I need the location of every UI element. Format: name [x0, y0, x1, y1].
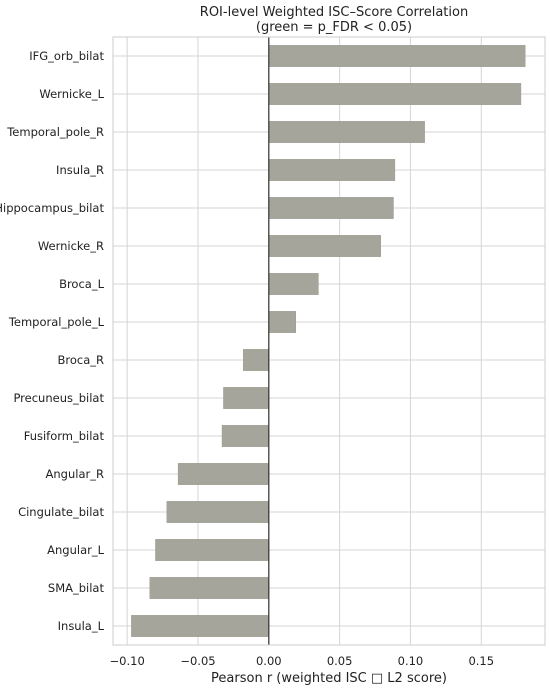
- y-tick-labels: IFG_orb_bilat Wernicke_L Temporal_pole_R In…: [0, 49, 105, 633]
- bar: [268, 235, 381, 257]
- bar-layer: [131, 45, 526, 637]
- y-tick-label: IFG_orb_bilat: [29, 49, 104, 63]
- bar: [243, 349, 270, 371]
- y-tick-label: Cingulate_bilat: [18, 505, 104, 519]
- y-tick-label: Temporal_pole_L: [8, 315, 105, 329]
- x-tick-label: −0.05: [180, 654, 215, 668]
- bar: [268, 273, 319, 295]
- bar: [268, 121, 425, 143]
- y-tick-label: Angular_L: [47, 543, 104, 557]
- x-tick-label: 0.00: [256, 654, 282, 668]
- y-tick-label: Insula_L: [58, 619, 105, 633]
- y-tick-label: Insula_R: [56, 163, 104, 177]
- bar: [268, 83, 522, 105]
- x-tick-label: 0.10: [398, 654, 424, 668]
- y-tick-label: Temporal_pole_R: [6, 125, 104, 139]
- bar: [131, 615, 270, 637]
- x-axis-label: Pearson r (weighted ISC □ L2 score): [211, 671, 447, 686]
- chart-title: ROI-level Weighted ISC–Score Correlation: [200, 5, 468, 20]
- bar: [268, 311, 296, 333]
- bar: [166, 501, 270, 523]
- y-tick-label: Precuneus_bilat: [13, 391, 104, 405]
- bar: [155, 539, 270, 561]
- x-tick-label: 0.05: [327, 654, 353, 668]
- y-tick-label: Fusiform_bilat: [24, 429, 105, 443]
- x-tick-label: −0.10: [110, 654, 145, 668]
- y-tick-label: Hippocampus_bilat: [0, 201, 104, 215]
- y-tick-label: SMA_bilat: [48, 581, 105, 595]
- bar: [149, 577, 270, 599]
- grid-layer: [113, 37, 545, 645]
- x-tick-label: 0.15: [468, 654, 494, 668]
- y-tick-label: Angular_R: [46, 467, 104, 481]
- y-tick-label: Broca_R: [57, 353, 104, 367]
- bar: [268, 45, 526, 67]
- bar: [177, 463, 270, 485]
- y-tick-label: Broca_L: [59, 277, 105, 291]
- y-tick-label: Wernicke_L: [39, 87, 104, 101]
- chart-subtitle: (green = p_FDR < 0.05): [256, 20, 412, 35]
- bar: [268, 159, 396, 181]
- bar: [221, 425, 270, 447]
- plot-frame: [112, 36, 546, 646]
- bar: [223, 387, 270, 409]
- bar: [268, 197, 394, 219]
- x-tick-labels: −0.10 −0.05 0.00 0.05 0.10 0.15: [110, 654, 495, 668]
- y-tick-label: Wernicke_R: [38, 239, 104, 253]
